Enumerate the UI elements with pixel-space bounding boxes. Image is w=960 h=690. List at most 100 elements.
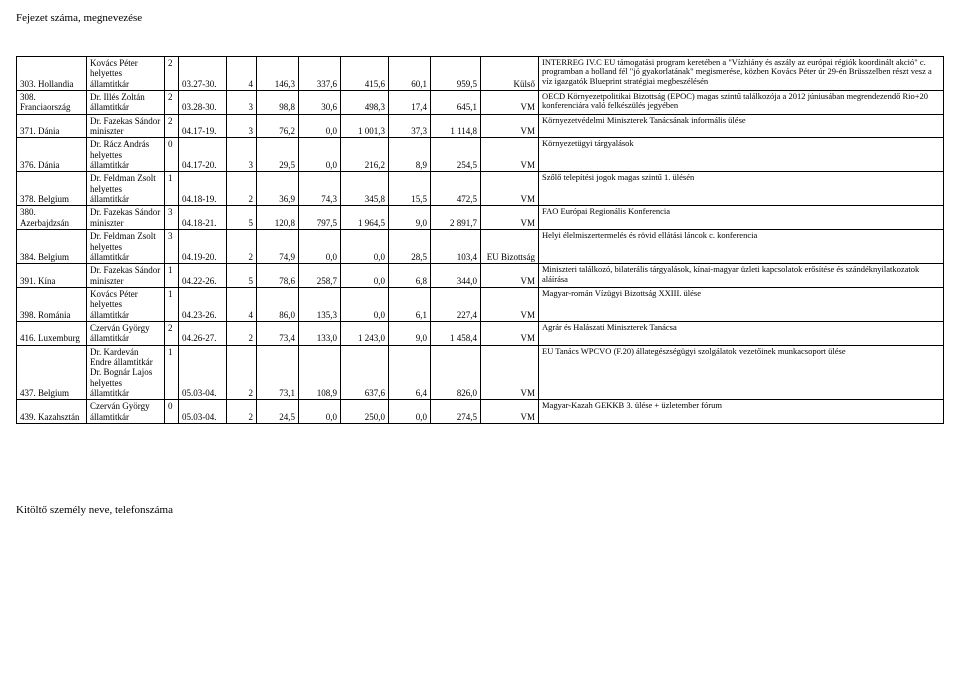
cell-name: Dr. Fazekas Sándor miniszter — [87, 114, 165, 138]
table-row: 384. BelgiumDr. Feldman Zsolt helyettes … — [17, 230, 944, 264]
cell-desc: Magyar-Kazah GEKKB 3. ülése + üzletember… — [539, 400, 944, 424]
cell-id: 384. Belgium — [17, 230, 87, 264]
cell-desc: EU Tanács WPCVO (F.20) állategészségügyi… — [539, 345, 944, 400]
cell-n2: 258,7 — [299, 264, 341, 288]
cell-desc: Szőlő telepítési jogok magas szintű 1. ü… — [539, 172, 944, 206]
cell-n3: 1 964,5 — [341, 206, 389, 230]
cell-days: 2 — [227, 345, 257, 400]
cell-n5: 227,4 — [431, 287, 481, 321]
cell-n2: 0,0 — [299, 114, 341, 138]
cell-days: 5 — [227, 264, 257, 288]
cell-n4: 9,0 — [389, 321, 431, 345]
table-row: 391. KínaDr. Fazekas Sándor miniszter104… — [17, 264, 944, 288]
cell-date: 04.19-20. — [179, 230, 227, 264]
cell-n5: 645,1 — [431, 91, 481, 115]
cell-id: 308. Franciaország — [17, 91, 87, 115]
data-table: 303. HollandiaKovács Péter helyettes áll… — [16, 56, 944, 424]
cell-name: Kovács Péter helyettes államtitkár — [87, 287, 165, 321]
cell-days: 5 — [227, 206, 257, 230]
table-row: 416. LuxemburgCzerván György államtitkár… — [17, 321, 944, 345]
cell-n1: 98,8 — [257, 91, 299, 115]
cell-id: 437. Belgium — [17, 345, 87, 400]
cell-level: 3 — [165, 206, 179, 230]
cell-n4: 60,1 — [389, 57, 431, 91]
cell-n4: 9,0 — [389, 206, 431, 230]
cell-name: Kovács Péter helyettes államtitkár — [87, 57, 165, 91]
cell-date: 05.03-04. — [179, 345, 227, 400]
cell-n1: 73,1 — [257, 345, 299, 400]
cell-n5: 1 458,4 — [431, 321, 481, 345]
cell-n4: 15,5 — [389, 172, 431, 206]
cell-n2: 0,0 — [299, 230, 341, 264]
cell-n5: 344,0 — [431, 264, 481, 288]
cell-n1: 86,0 — [257, 287, 299, 321]
cell-desc: Helyi élelmiszertermelés és rövid ellátá… — [539, 230, 944, 264]
cell-n4: 0,0 — [389, 400, 431, 424]
cell-n3: 0,0 — [341, 230, 389, 264]
cell-n2: 0,0 — [299, 400, 341, 424]
cell-date: 03.27-30. — [179, 57, 227, 91]
cell-n4: 17,4 — [389, 91, 431, 115]
cell-days: 2 — [227, 230, 257, 264]
cell-n2: 133,0 — [299, 321, 341, 345]
cell-date: 04.26-27. — [179, 321, 227, 345]
cell-level: 2 — [165, 321, 179, 345]
cell-date: 04.22-26. — [179, 264, 227, 288]
cell-n3: 250,0 — [341, 400, 389, 424]
cell-date: 05.03-04. — [179, 400, 227, 424]
cell-n3: 1 001,3 — [341, 114, 389, 138]
table-row: 437. BelgiumDr. Kardeván Endre államtitk… — [17, 345, 944, 400]
page-footer: Kitöltő személy neve, telefonszáma — [16, 504, 944, 516]
cell-name: Dr. Illés Zoltán államtitkár — [87, 91, 165, 115]
cell-days: 3 — [227, 138, 257, 172]
cell-level: 1 — [165, 172, 179, 206]
cell-n4: 28,5 — [389, 230, 431, 264]
table-row: 303. HollandiaKovács Péter helyettes áll… — [17, 57, 944, 91]
cell-id: 371. Dánia — [17, 114, 87, 138]
cell-desc: Környezetvédelmi Miniszterek Tanácsának … — [539, 114, 944, 138]
cell-n2: 0,0 — [299, 138, 341, 172]
cell-n3: 637,6 — [341, 345, 389, 400]
cell-days: 4 — [227, 287, 257, 321]
cell-n5: 472,5 — [431, 172, 481, 206]
cell-n2: 108,9 — [299, 345, 341, 400]
cell-n3: 0,0 — [341, 287, 389, 321]
cell-n2: 30,6 — [299, 91, 341, 115]
cell-n5: 1 114,8 — [431, 114, 481, 138]
cell-org: VM — [481, 264, 539, 288]
cell-org: VM — [481, 172, 539, 206]
cell-level: 0 — [165, 138, 179, 172]
table-row: 376. DániaDr. Rácz András helyettes álla… — [17, 138, 944, 172]
cell-org: VM — [481, 321, 539, 345]
cell-n4: 37,3 — [389, 114, 431, 138]
cell-date: 04.18-21. — [179, 206, 227, 230]
cell-n3: 216,2 — [341, 138, 389, 172]
cell-org: VM — [481, 114, 539, 138]
cell-n1: 120,8 — [257, 206, 299, 230]
cell-desc: Agrár és Halászati Miniszterek Tanácsa — [539, 321, 944, 345]
cell-n1: 76,2 — [257, 114, 299, 138]
cell-level: 3 — [165, 230, 179, 264]
cell-n4: 8,9 — [389, 138, 431, 172]
cell-n4: 6,1 — [389, 287, 431, 321]
table-row: 308. FranciaországDr. Illés Zoltán állam… — [17, 91, 944, 115]
cell-level: 2 — [165, 91, 179, 115]
cell-desc: FAO Európai Regionális Konferencia — [539, 206, 944, 230]
cell-name: Czerván György államtitkár — [87, 400, 165, 424]
cell-n2: 337,6 — [299, 57, 341, 91]
cell-name: Czerván György államtitkár — [87, 321, 165, 345]
cell-days: 2 — [227, 321, 257, 345]
cell-id: 376. Dánia — [17, 138, 87, 172]
cell-name: Dr. Fazekas Sándor miniszter — [87, 264, 165, 288]
cell-days: 3 — [227, 114, 257, 138]
cell-n3: 345,8 — [341, 172, 389, 206]
cell-id: 398. Románia — [17, 287, 87, 321]
cell-days: 3 — [227, 91, 257, 115]
cell-org: VM — [481, 287, 539, 321]
cell-n1: 78,6 — [257, 264, 299, 288]
cell-date: 03.28-30. — [179, 91, 227, 115]
cell-desc: Miniszteri találkozó, bilaterális tárgya… — [539, 264, 944, 288]
cell-n4: 6,4 — [389, 345, 431, 400]
cell-desc: Környezetügyi tárgyalások — [539, 138, 944, 172]
cell-n5: 959,5 — [431, 57, 481, 91]
